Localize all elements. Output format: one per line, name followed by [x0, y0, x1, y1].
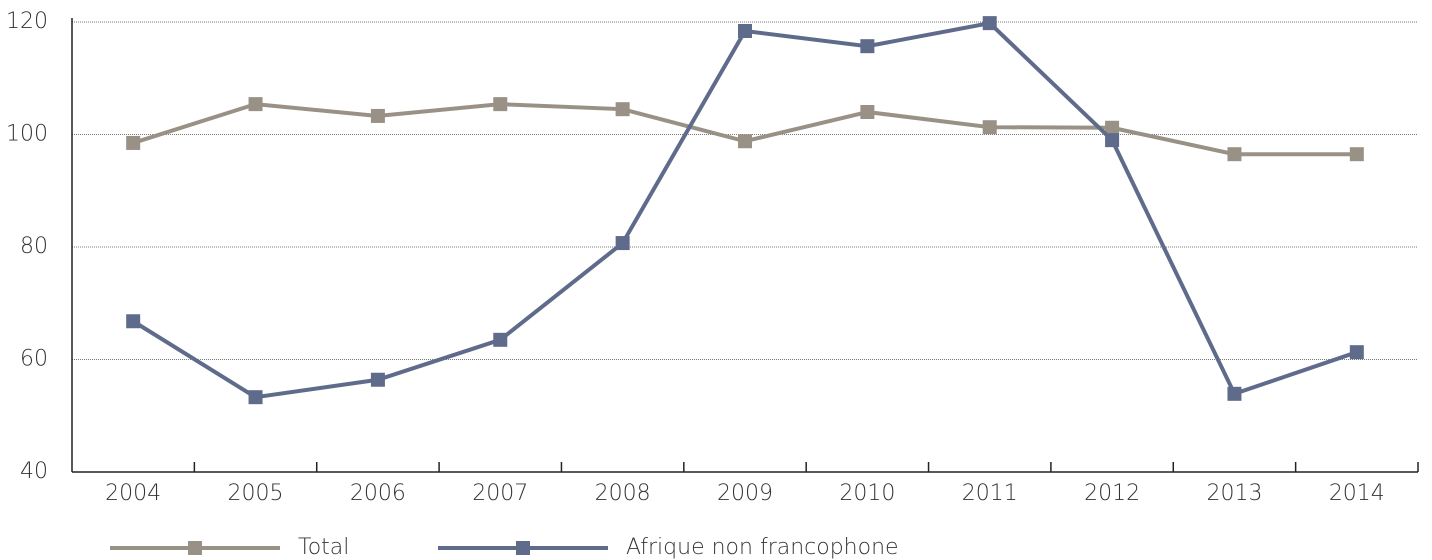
- marker: [126, 314, 141, 329]
- marker: [982, 120, 997, 135]
- x-tick-label: 2010: [839, 481, 895, 506]
- legend-label: Total: [298, 535, 349, 560]
- marker: [738, 134, 752, 149]
- marker: [370, 372, 385, 387]
- marker: [1227, 147, 1242, 162]
- marker: [248, 390, 263, 405]
- y-tick-label: 80: [20, 234, 48, 259]
- marker: [615, 102, 630, 117]
- marker: [1105, 133, 1120, 148]
- x-tick-label: 2009: [717, 481, 773, 506]
- x-tick-label: 2008: [595, 481, 651, 506]
- y-tick-label: 120: [6, 9, 48, 34]
- marker: [1349, 147, 1364, 162]
- marker: [1349, 345, 1364, 360]
- legend-marker: [516, 541, 530, 555]
- legend-label: Afrique non francophone: [626, 535, 899, 560]
- marker: [1227, 386, 1242, 401]
- marker: [126, 135, 141, 150]
- x-tick-label: 2011: [962, 481, 1018, 506]
- x-tick-label: 2014: [1329, 481, 1385, 506]
- legend-marker: [188, 541, 202, 555]
- marker: [370, 108, 385, 123]
- marker: [1105, 120, 1120, 135]
- y-tick-label: 100: [6, 122, 48, 147]
- marker: [860, 39, 875, 54]
- x-tick-label: 2007: [472, 481, 528, 506]
- marker: [982, 16, 997, 31]
- marker: [738, 24, 752, 38]
- series-line: [132, 20, 1358, 400]
- marker: [248, 97, 263, 112]
- x-tick-label: 2012: [1084, 481, 1140, 506]
- x-tick-label: 2005: [228, 481, 284, 506]
- x-tick-label: 2006: [350, 481, 406, 506]
- marker: [493, 97, 508, 112]
- marker: [860, 105, 875, 119]
- y-tick-label: 60: [20, 347, 48, 372]
- y-tick-label: 40: [20, 459, 48, 484]
- marker: [493, 332, 508, 347]
- x-tick-label: 2004: [105, 481, 161, 506]
- x-tick-label: 2013: [1206, 481, 1262, 506]
- marker: [615, 236, 630, 251]
